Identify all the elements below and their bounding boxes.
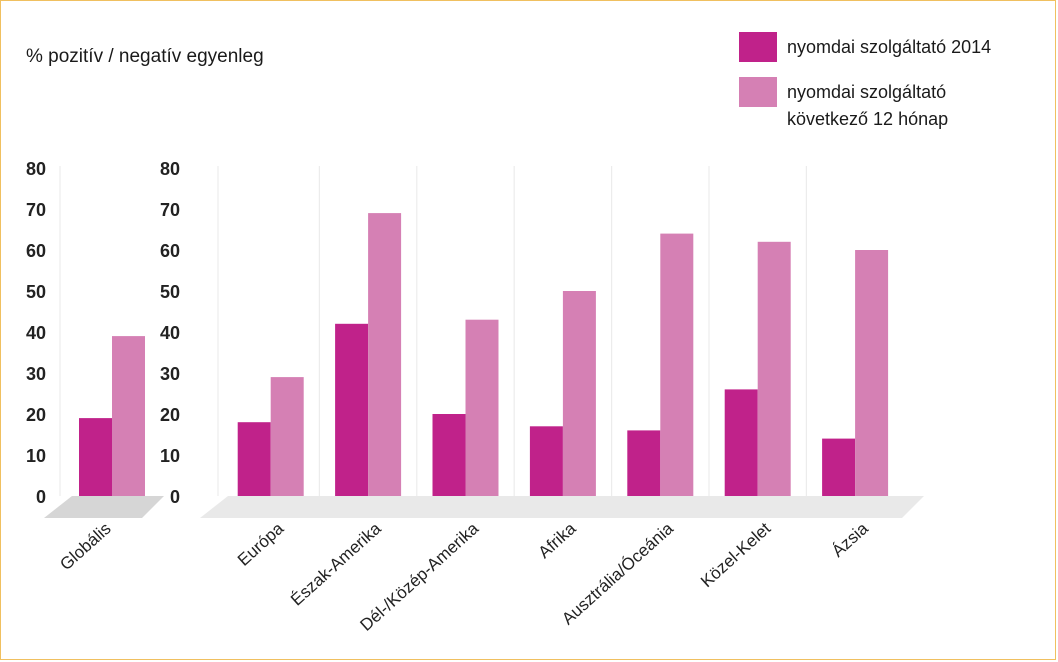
- bar-2014: [724, 389, 758, 496]
- bar-2014: [627, 430, 661, 496]
- y-tick-label: 70: [160, 200, 180, 220]
- category-label: Közel-Kelet: [697, 519, 775, 591]
- bar-next-12-months: [465, 319, 499, 496]
- y-tick-label: 50: [26, 282, 46, 302]
- y-tick-label: 80: [160, 159, 180, 179]
- y-tick-label: 50: [160, 282, 180, 302]
- legend-swatch-next-12-months: [739, 77, 777, 107]
- bar-2014: [335, 323, 369, 496]
- category-label: Európa: [234, 518, 288, 569]
- y-tick-label: 60: [160, 241, 180, 261]
- category-label: Észak-Amerika: [287, 518, 385, 609]
- y-tick-label: 40: [160, 323, 180, 343]
- bar-2014: [529, 426, 563, 496]
- bar-next-12-months: [757, 241, 791, 496]
- y-tick-label: 80: [26, 159, 46, 179]
- bar-2014: [822, 438, 856, 496]
- legend-label-next-12-months: nyomdai szolgáltató következő 12 hónap: [787, 82, 949, 129]
- y-tick-label: 20: [160, 405, 180, 425]
- category-label: Globális: [56, 519, 114, 574]
- y-tick-label: 20: [26, 405, 46, 425]
- bar-next-12-months: [855, 250, 889, 496]
- y-tick-label: 30: [26, 364, 46, 384]
- bar-next-12-months: [660, 233, 694, 496]
- bar-2014: [79, 418, 112, 496]
- y-tick-label: 0: [170, 487, 180, 507]
- y-tick-label: 10: [160, 446, 180, 466]
- bar-2014: [432, 414, 466, 496]
- y-axis-title: % pozitív / negatív egyenleg: [26, 46, 264, 67]
- y-tick-label: 60: [26, 241, 46, 261]
- legend-swatch-2014: [739, 32, 777, 62]
- y-tick-label: 70: [26, 200, 46, 220]
- bar-next-12-months: [562, 291, 596, 496]
- bar-2014: [237, 422, 271, 496]
- bar-next-12-months: [270, 377, 304, 496]
- chart-floor: [44, 496, 164, 518]
- category-label: Ázsia: [828, 518, 872, 560]
- bar-next-12-months: [112, 336, 145, 496]
- y-tick-label: 30: [160, 364, 180, 384]
- bar-next-12-months: [368, 213, 402, 496]
- y-tick-label: 0: [36, 487, 46, 507]
- legend-label-2014: nyomdai szolgáltató 2014: [787, 37, 992, 57]
- y-tick-label: 40: [26, 323, 46, 343]
- chart-floor: [200, 496, 924, 518]
- category-label: Afrika: [535, 518, 580, 562]
- y-tick-label: 10: [26, 446, 46, 466]
